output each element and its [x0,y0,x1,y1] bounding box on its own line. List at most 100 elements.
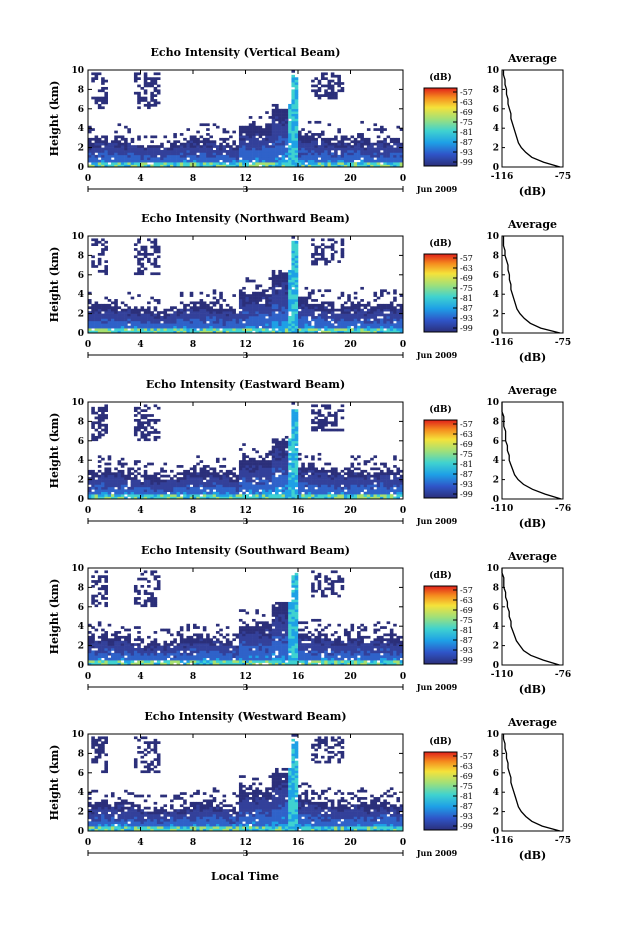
average-x-axis-title: (dB) [519,849,546,862]
x-tick-label: 20 [344,340,357,350]
panel-title: Echo Intensity (Eastward Beam) [146,378,345,391]
y-tick-label: 8 [78,85,84,95]
panel-title: Echo Intensity (Southward Beam) [141,544,350,557]
heatmap-cells [88,570,404,666]
average-title: Average [507,384,557,397]
average-title: Average [507,550,557,563]
colorbar-tick-label: -57 [460,254,473,263]
colorbar-tick-label: -93 [460,148,473,157]
y-tick-label: 2 [78,642,84,652]
x-tick-label: 12 [239,174,252,184]
y-tick-label: 0 [78,661,84,671]
panel-title: Echo Intensity (Northward Beam) [141,212,350,225]
x-tick-label: 0 [85,838,91,848]
y-tick-label: 10 [71,66,84,76]
average-frame [501,401,564,500]
average-x-tick-label: -116 [491,836,514,846]
average-y-tick-label: 10 [486,232,499,242]
y-tick-label: 0 [78,329,84,339]
x-tick-label: 8 [190,340,196,350]
average-frame [501,733,564,832]
average-y-tick-label: 10 [486,66,499,76]
y-tick-label: 8 [78,583,84,593]
y-tick-label: 2 [78,808,84,818]
x-tick-label: 20 [344,174,357,184]
y-axis-title: Height (km) [48,745,61,821]
y-tick-label: 6 [78,769,84,779]
colorbar-tick-label: -81 [460,626,473,635]
average-y-tick-label: 8 [493,417,499,427]
average-profile-line [501,402,562,500]
colorbar-tick-label: -63 [460,762,473,771]
average-y-tick-label: 8 [493,583,499,593]
panel-5: Echo Intensity (Westward Beam) 0 2 4 6 8 10 0 4 8… [48,710,571,862]
colorbar-tick-label: -81 [460,128,473,137]
colorbar-tick-label: -63 [460,596,473,605]
average-title: Average [507,218,557,231]
x-tick-label: 16 [292,506,305,516]
panel-title: Echo Intensity (Vertical Beam) [150,46,340,59]
y-tick-label: 4 [78,788,84,798]
y-tick-label: 2 [78,144,84,154]
day-label: 3 [243,350,249,360]
x-tick-label: 20 [344,838,357,848]
average-frame [501,69,564,168]
date-label: Jun 2009 [416,848,458,858]
average-x-tick-label: -75 [555,338,571,348]
y-tick-label: 2 [78,476,84,486]
x-tick-label: 16 [292,340,305,350]
colorbar-tick-label: -75 [460,450,473,459]
colorbar-tick-label: -75 [460,616,473,625]
colorbar-tick-label: -63 [460,98,473,107]
average-y-tick-label: 6 [493,437,499,447]
average-y-tick-label: 8 [493,749,499,759]
colorbar-title: (dB) [429,238,451,249]
average-y-tick-label: 2 [493,144,499,154]
average-y-tick-label: 4 [493,788,499,798]
x-tick-label: 12 [239,672,252,682]
y-tick-label: 0 [78,495,84,505]
y-axis-title: Height (km) [48,579,61,655]
average-frame [501,567,564,666]
y-tick-label: 0 [78,827,84,837]
colorbar-tick-label: -99 [460,158,473,167]
average-x-axis-title: (dB) [519,185,546,198]
average-y-tick-label: 6 [493,271,499,281]
colorbar-tick-label: -93 [460,314,473,323]
colorbar-tick-label: -57 [460,420,473,429]
colorbar-tick-label: -87 [460,304,473,313]
average-y-tick-label: 2 [493,310,499,320]
x-tick-label: 0 [85,506,91,516]
y-tick-label: 6 [78,271,84,281]
x-tick-label: 4 [137,838,143,848]
colorbar [423,253,458,333]
average-y-tick-label: 4 [493,622,499,632]
average-y-tick-label: 0 [493,163,499,173]
y-tick-label: 6 [78,105,84,115]
colorbar [423,751,458,831]
average-x-tick-label: -76 [555,504,571,514]
x-tick-label: 12 [239,838,252,848]
colorbar-tick-label: -63 [460,264,473,273]
y-tick-label: 10 [71,564,84,574]
x-tick-label: 20 [344,506,357,516]
colorbar-tick-label: -87 [460,138,473,147]
colorbar-title: (dB) [429,72,451,83]
date-label: Jun 2009 [416,184,458,194]
y-tick-label: 10 [71,232,84,242]
y-axis-title: Height (km) [48,247,61,323]
date-label: Jun 2009 [416,350,458,360]
average-y-tick-label: 4 [493,290,499,300]
x-tick-label: 0 [85,174,91,184]
y-tick-label: 6 [78,603,84,613]
colorbar-tick-label: -75 [460,782,473,791]
average-x-axis-title: (dB) [519,351,546,364]
heatmap-cells [88,402,404,500]
day-label: 3 [243,184,249,194]
average-x-tick-label: -116 [491,172,514,182]
x-tick-label: 0 [85,340,91,350]
x-tick-label: 4 [137,174,143,184]
average-y-tick-label: 0 [493,495,499,505]
panel-title: Echo Intensity (Westward Beam) [144,710,346,723]
